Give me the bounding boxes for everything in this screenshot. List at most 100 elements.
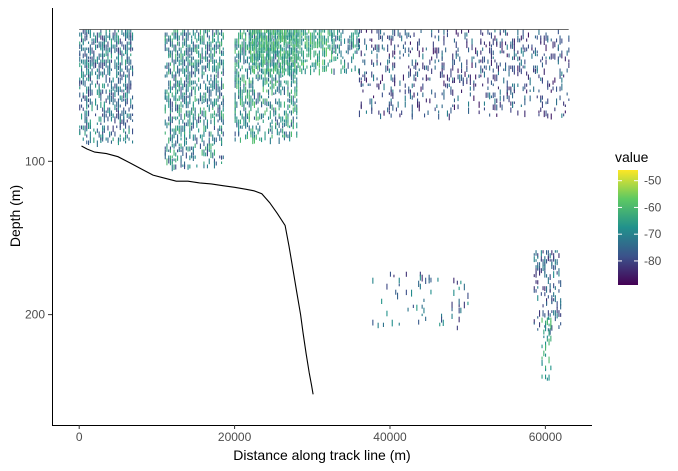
echo-cell	[208, 80, 210, 85]
echo-cell	[88, 98, 90, 102]
echo-cell	[173, 158, 175, 162]
echo-cell	[283, 101, 285, 108]
echo-cell	[443, 95, 445, 100]
echo-cell	[390, 38, 392, 46]
echo-cell	[459, 74, 461, 81]
echo-cell	[257, 62, 259, 68]
echo-cell	[239, 77, 241, 81]
echo-cell	[273, 62, 275, 69]
echo-cell	[344, 68, 346, 74]
echo-cell	[407, 307, 409, 312]
echo-cell	[292, 107, 294, 114]
echo-cell	[402, 44, 404, 49]
echo-cell	[194, 59, 196, 67]
echo-cell	[287, 86, 289, 91]
echo-cell	[559, 35, 561, 40]
echo-cell	[184, 50, 186, 56]
echo-cell	[390, 101, 392, 106]
echo-cell	[215, 137, 217, 143]
echo-cell	[420, 29, 422, 33]
echo-cell	[103, 44, 105, 48]
echo-cell	[513, 65, 515, 72]
echo-cell	[103, 38, 105, 44]
echo-cell	[287, 83, 289, 87]
echo-cell	[401, 110, 403, 115]
echo-cell	[487, 86, 489, 90]
echo-cell	[513, 56, 515, 60]
echo-cell	[257, 122, 259, 125]
echo-cell	[203, 95, 205, 99]
echo-cell	[203, 29, 205, 36]
echo-cell	[210, 149, 212, 155]
echo-cell	[349, 41, 351, 45]
echo-cell	[187, 80, 189, 84]
echo-cell	[86, 32, 88, 38]
echo-cell	[278, 98, 280, 103]
echo-cell	[475, 74, 477, 80]
echo-cell	[266, 107, 268, 112]
echo-cell	[95, 44, 97, 50]
echo-cell	[515, 53, 517, 57]
echo-cell	[422, 92, 424, 98]
echo-cell	[239, 56, 241, 63]
echo-cell	[178, 41, 180, 47]
echo-cell	[246, 56, 248, 61]
echo-cell	[164, 152, 166, 160]
echo-cell	[91, 101, 93, 108]
echo-cell	[119, 86, 121, 92]
echo-cell	[453, 77, 455, 83]
echo-cell	[285, 38, 287, 44]
echo-cell	[128, 74, 130, 81]
echo-cell	[187, 113, 189, 118]
echo-cell	[283, 68, 285, 73]
echo-cell	[221, 71, 223, 75]
echo-cell	[322, 50, 324, 54]
echo-cell	[503, 50, 505, 54]
echo-cell	[258, 35, 260, 40]
echo-cell	[114, 119, 116, 124]
echo-cell	[331, 50, 333, 53]
echo-cell	[434, 65, 436, 70]
echo-cell	[310, 35, 312, 41]
echo-cell	[324, 35, 326, 40]
echo-cell	[541, 56, 543, 61]
echo-cell	[180, 86, 182, 91]
echo-cell	[547, 316, 549, 320]
echo-cell	[427, 77, 429, 81]
echo-cell	[451, 307, 453, 312]
echo-cell	[545, 365, 547, 371]
echo-cell	[478, 59, 480, 64]
echo-cell	[112, 44, 114, 49]
echo-cell	[539, 262, 541, 266]
echo-cell	[318, 38, 320, 44]
echo-cell	[337, 44, 339, 49]
echo-cell	[278, 44, 280, 50]
echo-cell	[173, 128, 175, 136]
echo-cell	[130, 98, 132, 105]
echo-cell	[276, 80, 278, 83]
echo-cell	[292, 32, 294, 39]
echo-cell	[192, 101, 194, 107]
echo-cell	[175, 29, 177, 35]
echo-cell	[356, 47, 358, 54]
echo-cell	[178, 35, 180, 41]
echo-cell	[517, 83, 519, 87]
echo-cell	[243, 77, 245, 83]
echo-cell	[189, 119, 191, 124]
echo-cell	[192, 119, 194, 125]
echo-cell	[273, 68, 275, 74]
echo-cell	[392, 92, 394, 99]
echo-cell	[544, 325, 546, 328]
echo-cell	[394, 74, 396, 81]
echo-cell	[513, 38, 515, 42]
echo-cell	[102, 59, 104, 63]
echo-cell	[534, 71, 536, 74]
echo-cell	[457, 32, 459, 37]
echo-cell	[110, 80, 112, 84]
echo-cell	[222, 83, 224, 89]
echo-cell	[297, 44, 299, 49]
echo-cell	[208, 65, 210, 72]
echo-cell	[171, 107, 173, 113]
echo-cell	[236, 122, 238, 128]
echo-cell	[248, 125, 250, 131]
